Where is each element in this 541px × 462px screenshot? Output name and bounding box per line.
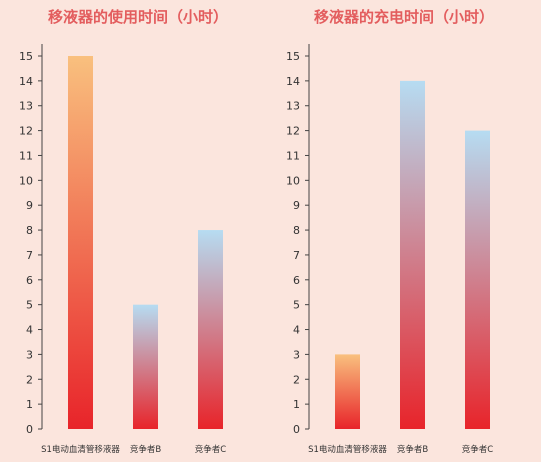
- y-tick-label: 9: [26, 199, 33, 212]
- chart-charging-time: 移液器的充电时间（小时）0123456789101112131415S1电动血清…: [286, 8, 494, 455]
- y-tick-label: 14: [19, 75, 33, 88]
- chart-usage-time: 移液器的使用时间（小时）0123456789101112131415S1电动血清…: [19, 8, 228, 455]
- bar-s1: [68, 56, 93, 429]
- y-tick-label: 4: [26, 324, 33, 337]
- y-tick-label: 1: [293, 398, 300, 411]
- y-tick-label: 0: [26, 423, 33, 436]
- y-tick-label: 12: [286, 125, 300, 138]
- y-tick-label: 8: [26, 224, 33, 237]
- y-tick-label: 3: [26, 348, 33, 361]
- cat-s1-label: S1电动血清管移液器: [308, 444, 387, 455]
- chart-title: 移液器的充电时间（小时）: [314, 8, 494, 26]
- y-tick-label: 2: [26, 373, 33, 386]
- y-tick-label: 14: [286, 75, 300, 88]
- y-tick-label: 6: [293, 274, 300, 287]
- y-tick-label: 11: [19, 149, 33, 162]
- y-tick-label: 7: [293, 249, 300, 262]
- y-tick-label: 15: [19, 50, 33, 63]
- y-tick-label: 13: [286, 100, 300, 113]
- y-tick-label: 13: [19, 100, 33, 113]
- cat-competitor-c-label: 竞争者C: [195, 444, 227, 455]
- bar-competitor-b: [400, 80, 425, 429]
- y-tick-label: 15: [286, 50, 300, 63]
- cat-competitor-b-label: 竞争者B: [130, 444, 162, 455]
- y-tick-label: 6: [26, 274, 33, 287]
- y-tick-label: 4: [293, 324, 300, 337]
- y-tick-label: 1: [26, 398, 33, 411]
- cat-s1-label: S1电动血清管移液器: [41, 444, 120, 455]
- y-tick-label: 2: [293, 373, 300, 386]
- bar-competitor-b: [133, 304, 158, 429]
- y-tick-label: 7: [26, 249, 33, 262]
- y-tick-label: 10: [19, 174, 33, 187]
- bar-competitor-c: [198, 230, 223, 429]
- y-tick-label: 5: [293, 299, 300, 312]
- y-tick-label: 12: [19, 125, 33, 138]
- y-tick-label: 10: [286, 174, 300, 187]
- y-tick-label: 5: [26, 299, 33, 312]
- cat-competitor-c-label: 竞争者C: [462, 444, 494, 455]
- y-tick-label: 3: [293, 348, 300, 361]
- y-tick-label: 8: [293, 224, 300, 237]
- y-tick-label: 11: [286, 149, 300, 162]
- y-tick-label: 0: [293, 423, 300, 436]
- cat-competitor-b-label: 竞争者B: [397, 444, 429, 455]
- bar-s1: [335, 354, 360, 429]
- bar-competitor-c: [465, 130, 490, 429]
- chart-title: 移液器的使用时间（小时）: [48, 8, 228, 26]
- y-tick-label: 9: [293, 199, 300, 212]
